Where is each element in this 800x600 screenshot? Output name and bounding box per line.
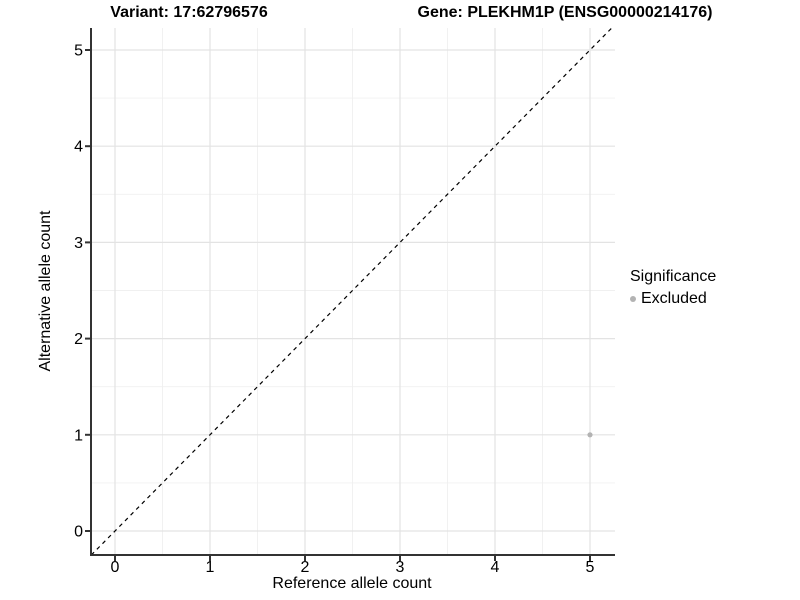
y-tick-label: 4 [74,139,83,156]
legend-item-label: Excluded [641,290,707,307]
y-tick-label: 2 [74,331,83,348]
y-tick-label: 1 [74,427,83,444]
data-point [587,432,593,438]
legend-item: Excluded [630,290,716,308]
x-tick-label: 1 [206,559,215,576]
x-tick-label: 5 [586,559,595,576]
identity-line [91,28,613,555]
y-tick-label: 5 [74,43,83,60]
x-tick-label: 3 [396,559,405,576]
x-tick-label: 2 [301,559,310,576]
legend: Significance Excluded [630,268,716,308]
gene-title: Gene: PLEKHM1P (ENSG00000214176) [417,4,713,21]
x-tick-label: 0 [111,559,120,576]
legend-title: Significance [630,268,717,285]
x-tick-label: 4 [491,559,500,576]
y-tick-label: 3 [74,235,83,252]
legend-point-icon [630,296,636,302]
variant-title: Variant: 17:62796576 [110,4,268,21]
x-axis-label: Reference allele count [272,575,432,592]
y-tick-label: 0 [74,524,83,541]
y-axis-label: Alternative allele count [37,210,54,372]
